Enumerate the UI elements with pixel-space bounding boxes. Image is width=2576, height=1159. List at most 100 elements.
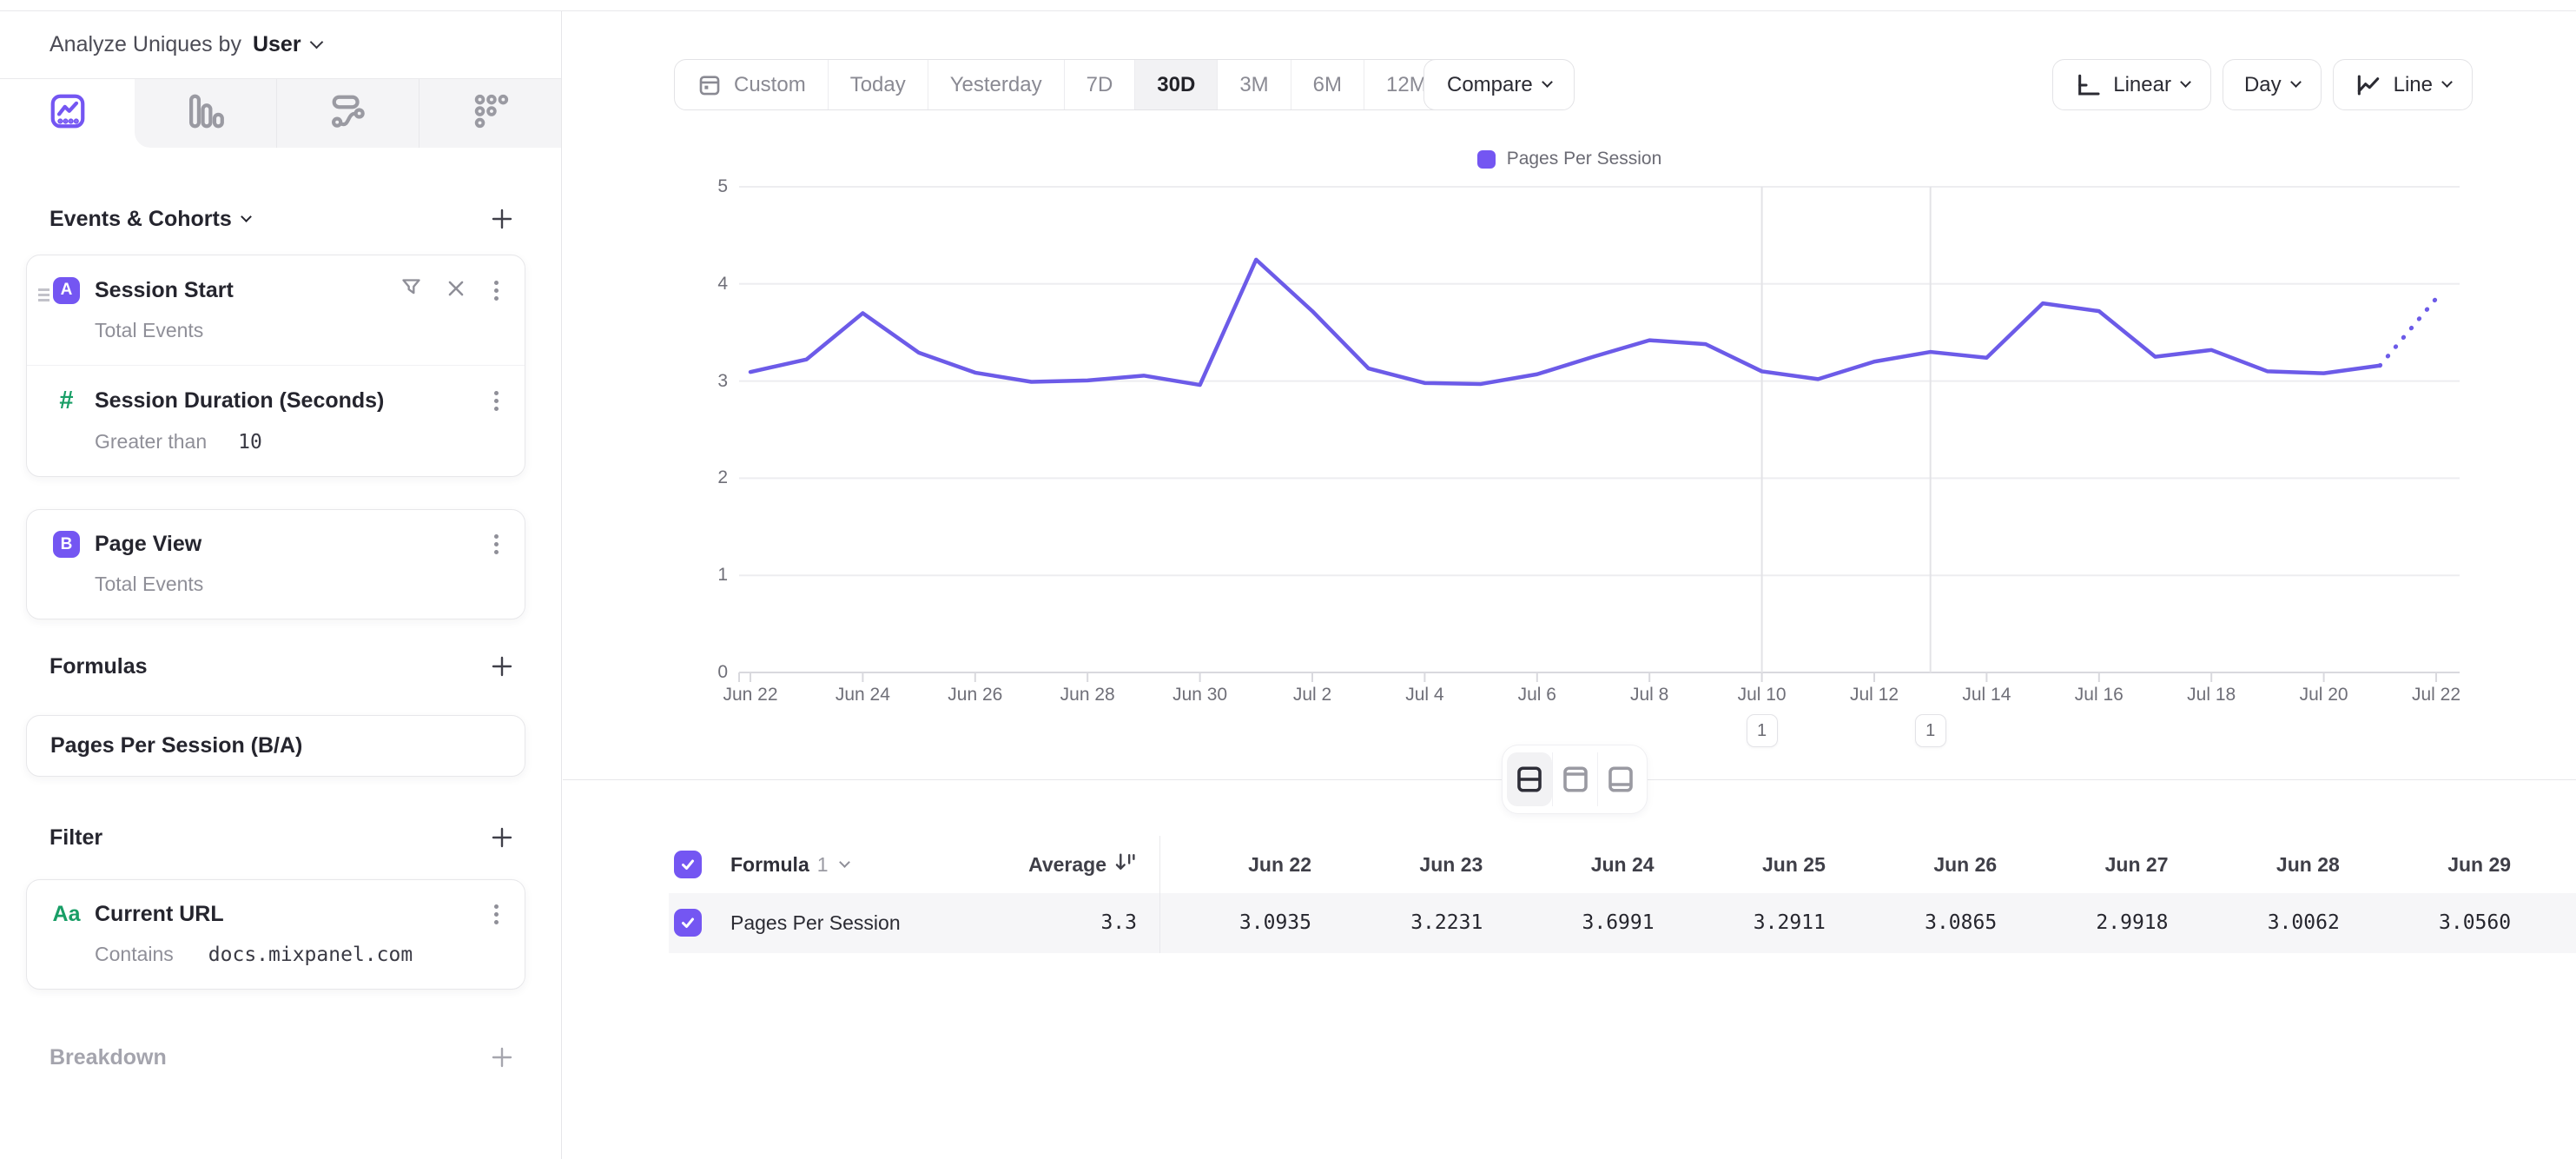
layout-split-view-button[interactable] — [1507, 752, 1552, 806]
row-checkbox[interactable] — [674, 909, 702, 937]
range-3m[interactable]: 3M — [1217, 60, 1290, 109]
chart-display-controls: Linear Day Line — [2052, 59, 2473, 110]
event-a-section[interactable]: A Session Start Total Events — [27, 255, 525, 365]
x-axis-label: Jul 6 — [1517, 685, 1556, 705]
event-a-name[interactable]: Session Start — [95, 277, 234, 302]
chart-type-button[interactable]: Line — [2332, 59, 2473, 110]
event-a-measure[interactable]: Total Events — [95, 319, 204, 341]
table-data-row: Pages Per Session 3.3 3.0935 3.2231 3.6991… — [563, 893, 2576, 953]
annotation-chip-2[interactable]: 1 — [1914, 714, 1946, 747]
add-filter-button[interactable] — [489, 825, 515, 851]
chart-type-label: Line — [2393, 72, 2433, 96]
breakdown-header: Breakdown — [50, 1043, 525, 1071]
date-column-header-jun-22[interactable]: Jun 22 — [1248, 853, 1311, 876]
range-6m[interactable]: 6M — [1290, 60, 1364, 109]
x-axis-label: Jul 22 — [2411, 685, 2461, 705]
average-column-header[interactable]: Average — [884, 836, 1137, 893]
line-chart[interactable] — [563, 0, 2576, 782]
series-selector-label: Formula — [730, 852, 809, 876]
filter-header: Filter — [50, 824, 525, 851]
range-yesterday[interactable]: Yesterday — [927, 60, 1064, 109]
filter-property-name[interactable]: Session Duration (Seconds) — [95, 388, 385, 413]
compare-label: Compare — [1447, 72, 1533, 96]
date-range-control: Custom Today Yesterday 7D 30D 3M 6M 12M — [674, 59, 1450, 110]
chevron-down-icon — [240, 210, 252, 222]
y-axis-label-4: 4 — [717, 273, 728, 294]
date-column-header-jun-26[interactable]: Jun 26 — [1933, 853, 1998, 876]
date-column-header-jun-28[interactable]: Jun 28 — [2275, 853, 2340, 876]
date-column-header-jun-23[interactable]: Jun 23 — [1419, 853, 1483, 876]
x-axis-label: Jul 8 — [1630, 685, 1669, 705]
scale-button[interactable]: Linear — [2052, 59, 2211, 110]
range-today[interactable]: Today — [827, 60, 928, 109]
range-12m[interactable]: 12M — [1364, 60, 1449, 109]
add-event-button[interactable] — [489, 206, 515, 232]
kebab-menu-icon[interactable] — [494, 912, 499, 917]
window-top-border — [0, 10, 2576, 11]
add-breakdown-button[interactable] — [489, 1044, 515, 1070]
x-axis-label: Jul 20 — [2299, 685, 2348, 705]
layout-toggle-group — [1503, 745, 1647, 813]
analyze-uniques-value[interactable]: User — [252, 32, 301, 56]
event-card-page-view: B Page View Total Events — [26, 509, 525, 619]
row-series-name[interactable]: Pages Per Session — [730, 911, 901, 934]
row-average-value: 3.3 — [1100, 911, 1137, 934]
events-cohorts-title[interactable]: Events & Cohorts — [50, 206, 232, 231]
table-row-background — [669, 893, 2576, 953]
annotation-chip-1[interactable]: 1 — [1746, 714, 1778, 747]
range-custom[interactable]: Custom — [675, 60, 828, 109]
events-cohorts-header: Events & Cohorts — [50, 205, 525, 233]
filter-section[interactable]: Aa Current URL Contains docs.mixpanel.com — [27, 880, 525, 989]
filter-value[interactable]: docs.mixpanel.com — [208, 944, 413, 966]
tab-retention[interactable] — [419, 79, 561, 148]
range-7d[interactable]: 7D — [1063, 60, 1135, 109]
range-30d[interactable]: 30D — [1134, 60, 1218, 109]
filter-property[interactable]: Current URL — [95, 902, 224, 926]
event-b-name[interactable]: Page View — [95, 532, 202, 556]
row-value-jun-26: 3.0865 — [1925, 911, 1998, 934]
line-chart-icon — [2355, 71, 2382, 99]
tab-flows[interactable] — [276, 79, 419, 148]
filter-operator[interactable]: Contains — [95, 943, 174, 965]
series-line-pages-per-session[interactable] — [748, 257, 2382, 387]
layout-chart-only-button[interactable] — [1552, 752, 1597, 806]
tab-insights[interactable] — [0, 79, 135, 148]
series-line-projected-segment — [2377, 296, 2439, 368]
layout-table-only-button[interactable] — [1597, 752, 1642, 806]
granularity-button[interactable]: Day — [2222, 59, 2322, 110]
kebab-menu-icon[interactable] — [494, 399, 499, 403]
kebab-menu-icon[interactable] — [494, 542, 499, 546]
filter-operator[interactable]: Greater than — [95, 430, 208, 453]
filter-card: Aa Current URL Contains docs.mixpanel.com — [26, 879, 525, 990]
event-a-filter-section[interactable]: # Session Duration (Seconds) Greater tha… — [27, 365, 525, 476]
event-b-measure[interactable]: Total Events — [95, 573, 204, 595]
date-column-header-jun-25[interactable]: Jun 25 — [1762, 853, 1826, 876]
row-value-jun-29: 3.0560 — [2439, 911, 2512, 934]
compare-button[interactable]: Compare — [1423, 59, 1575, 110]
date-column-header-jun-29[interactable]: Jun 29 — [2447, 853, 2512, 876]
add-formula-button[interactable] — [489, 653, 515, 679]
legend-series-name[interactable]: Pages Per Session — [1506, 149, 1662, 169]
formula-card[interactable]: Pages Per Session (B/A) — [26, 715, 525, 777]
chevron-down-icon — [838, 856, 850, 868]
y-axis-label-2: 2 — [717, 467, 728, 488]
event-a-badge: A — [53, 276, 80, 304]
date-column-header-jun-27[interactable]: Jun 27 — [2104, 853, 2169, 876]
granularity-label: Day — [2243, 72, 2282, 96]
drag-handle-icon[interactable] — [38, 294, 50, 296]
filter-funnel-icon[interactable] — [400, 276, 423, 304]
filter-value[interactable]: 10 — [238, 431, 262, 454]
query-sidebar: Analyze Uniques by User — [0, 11, 562, 1159]
inactive-tabs-group — [135, 79, 561, 148]
row-value-jun-23: 3.2231 — [1410, 911, 1483, 934]
event-b-section[interactable]: B Page View Total Events — [27, 510, 525, 619]
series-selector[interactable]: Formula 1 — [730, 836, 850, 893]
kebab-menu-icon[interactable] — [494, 288, 499, 293]
select-all-checkbox[interactable] — [674, 851, 702, 878]
x-axis-label: Jun 28 — [1060, 685, 1115, 705]
tab-funnels[interactable] — [135, 79, 276, 148]
date-column-header-jun-24[interactable]: Jun 24 — [1590, 853, 1655, 876]
remove-event-icon[interactable] — [446, 278, 466, 303]
row-value-jun-25: 3.2911 — [1753, 911, 1826, 934]
x-axis-label: Jul 18 — [2187, 685, 2236, 705]
